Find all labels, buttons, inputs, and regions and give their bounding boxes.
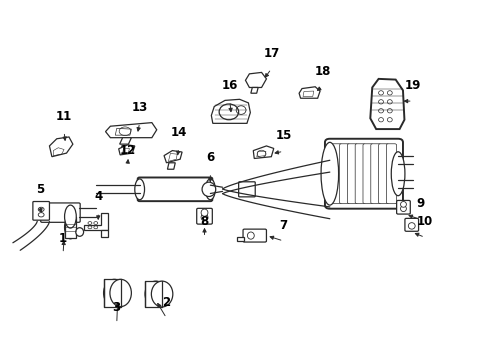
Ellipse shape bbox=[135, 179, 144, 200]
FancyBboxPatch shape bbox=[41, 203, 80, 222]
FancyBboxPatch shape bbox=[331, 144, 341, 204]
Ellipse shape bbox=[110, 279, 131, 307]
Text: 1: 1 bbox=[59, 231, 67, 244]
Bar bbox=[64, 217, 76, 238]
Ellipse shape bbox=[64, 205, 76, 228]
Ellipse shape bbox=[378, 118, 383, 122]
Text: 8: 8 bbox=[200, 215, 208, 228]
Bar bbox=[42, 204, 47, 221]
Ellipse shape bbox=[386, 91, 391, 95]
Polygon shape bbox=[237, 237, 244, 241]
Ellipse shape bbox=[94, 222, 98, 225]
Polygon shape bbox=[119, 145, 135, 155]
Ellipse shape bbox=[378, 100, 383, 104]
Ellipse shape bbox=[386, 100, 391, 104]
Bar bbox=[103, 279, 121, 307]
Ellipse shape bbox=[103, 279, 125, 307]
Polygon shape bbox=[211, 99, 250, 123]
Bar bbox=[58, 204, 62, 221]
Polygon shape bbox=[49, 137, 73, 157]
FancyBboxPatch shape bbox=[396, 201, 409, 214]
Ellipse shape bbox=[88, 222, 92, 225]
FancyBboxPatch shape bbox=[196, 208, 212, 224]
Ellipse shape bbox=[88, 226, 92, 229]
Polygon shape bbox=[120, 138, 131, 144]
Ellipse shape bbox=[94, 226, 98, 229]
FancyBboxPatch shape bbox=[238, 182, 255, 197]
Ellipse shape bbox=[201, 214, 207, 221]
Polygon shape bbox=[101, 230, 108, 237]
Text: 9: 9 bbox=[415, 198, 423, 211]
Bar bbox=[73, 204, 78, 221]
Text: 5: 5 bbox=[36, 183, 44, 196]
Text: 17: 17 bbox=[263, 47, 279, 60]
Text: 4: 4 bbox=[94, 190, 102, 203]
Text: 13: 13 bbox=[131, 101, 147, 114]
Ellipse shape bbox=[38, 207, 44, 212]
Ellipse shape bbox=[378, 109, 383, 113]
Bar bbox=[68, 204, 73, 221]
Ellipse shape bbox=[205, 179, 215, 200]
Polygon shape bbox=[167, 163, 175, 169]
Text: 7: 7 bbox=[279, 219, 287, 232]
FancyBboxPatch shape bbox=[325, 139, 402, 209]
Ellipse shape bbox=[201, 209, 207, 216]
Text: 15: 15 bbox=[275, 129, 291, 142]
Bar bbox=[53, 204, 57, 221]
FancyBboxPatch shape bbox=[33, 202, 49, 220]
Ellipse shape bbox=[247, 232, 254, 239]
Text: 2: 2 bbox=[162, 296, 170, 309]
Polygon shape bbox=[83, 213, 108, 230]
Text: 14: 14 bbox=[170, 126, 186, 139]
Text: 3: 3 bbox=[112, 301, 121, 315]
Ellipse shape bbox=[400, 206, 406, 212]
Ellipse shape bbox=[145, 281, 166, 307]
FancyBboxPatch shape bbox=[404, 219, 418, 231]
Polygon shape bbox=[369, 79, 404, 129]
Ellipse shape bbox=[202, 182, 215, 197]
Text: 12: 12 bbox=[119, 144, 135, 157]
FancyBboxPatch shape bbox=[386, 144, 396, 204]
Bar bbox=[63, 204, 68, 221]
FancyBboxPatch shape bbox=[138, 177, 212, 201]
Ellipse shape bbox=[400, 202, 406, 207]
FancyBboxPatch shape bbox=[378, 144, 388, 204]
Ellipse shape bbox=[321, 142, 338, 205]
Polygon shape bbox=[105, 123, 157, 138]
Polygon shape bbox=[245, 72, 266, 87]
Text: 6: 6 bbox=[206, 151, 214, 164]
Ellipse shape bbox=[151, 281, 172, 307]
Text: 16: 16 bbox=[221, 79, 238, 92]
FancyBboxPatch shape bbox=[354, 144, 365, 204]
Bar bbox=[145, 281, 162, 307]
FancyBboxPatch shape bbox=[339, 144, 349, 204]
Text: 10: 10 bbox=[416, 215, 432, 228]
FancyBboxPatch shape bbox=[362, 144, 372, 204]
Ellipse shape bbox=[378, 91, 383, 95]
Polygon shape bbox=[299, 87, 320, 98]
Polygon shape bbox=[253, 146, 273, 158]
Text: 19: 19 bbox=[404, 79, 420, 92]
Ellipse shape bbox=[76, 228, 83, 236]
Ellipse shape bbox=[386, 118, 391, 122]
Ellipse shape bbox=[386, 109, 391, 113]
Polygon shape bbox=[250, 87, 258, 93]
Text: 11: 11 bbox=[56, 110, 72, 123]
FancyBboxPatch shape bbox=[346, 144, 357, 204]
Bar bbox=[47, 204, 52, 221]
FancyBboxPatch shape bbox=[370, 144, 380, 204]
Ellipse shape bbox=[38, 213, 44, 217]
Polygon shape bbox=[163, 150, 182, 163]
Text: 18: 18 bbox=[314, 65, 330, 78]
Ellipse shape bbox=[407, 223, 414, 229]
Ellipse shape bbox=[64, 216, 76, 239]
Ellipse shape bbox=[390, 152, 404, 196]
FancyBboxPatch shape bbox=[243, 229, 266, 242]
